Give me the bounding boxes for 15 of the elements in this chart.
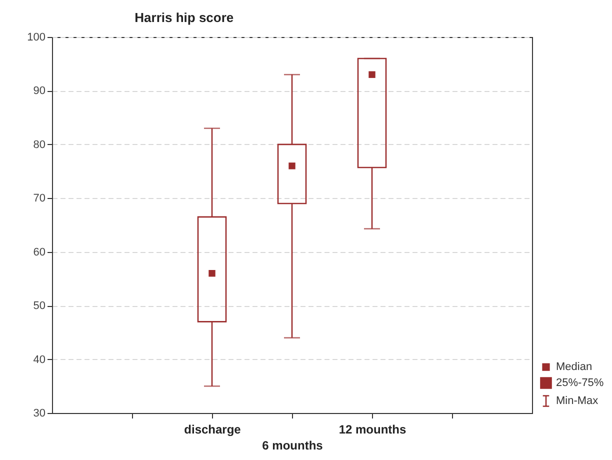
x-tick-label: discharge (184, 422, 242, 436)
y-tick-label: 50 (33, 300, 46, 312)
y-tick-label: 30 (33, 408, 46, 420)
x-tick-label: 6 mounths (262, 438, 324, 452)
chart-title: Harris hip score (134, 10, 234, 25)
x-tick-label: 12 mounths (338, 422, 406, 436)
y-tick-label: 80 (33, 138, 46, 151)
y-tick-label: 70 (33, 192, 46, 205)
text: Min-Max (556, 395, 599, 407)
y-tick-label: 100 (27, 32, 46, 44)
text: 25%-75% (556, 377, 604, 389)
y-tick-label: 60 (33, 246, 46, 258)
y-tick-label: 40 (33, 354, 46, 366)
text: Median (556, 361, 592, 373)
y-tick-label: 90 (33, 85, 46, 98)
